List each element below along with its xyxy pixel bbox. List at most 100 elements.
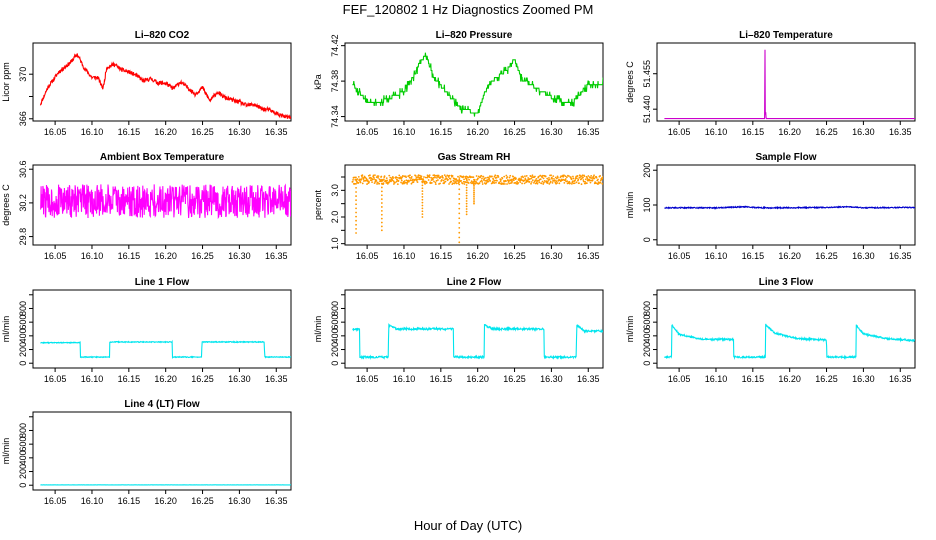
data-point [579, 174, 581, 177]
x-tick-label: 16.10 [705, 374, 728, 384]
data-point [394, 181, 396, 184]
y-tick-label: 0 [642, 237, 652, 242]
data-point [403, 180, 406, 182]
panel-ambient-temp: Ambient Box Temperature degrees C 16.05 16.… [1, 152, 292, 261]
x-tick-label: 16.05 [668, 374, 691, 384]
data-point [551, 181, 554, 184]
data-point [376, 181, 379, 184]
data-point [499, 180, 502, 183]
data-point [508, 176, 511, 179]
panel-co2: Li–820 CO2 Licor ppm 16.05 16.10 16.15 16.20 1… [1, 30, 292, 137]
data-point [408, 180, 410, 183]
data-point [582, 176, 584, 179]
data-point [481, 181, 484, 183]
y-tick-label: 0 [642, 361, 652, 366]
data-point [361, 182, 364, 185]
data-point [373, 182, 376, 184]
data-point [572, 175, 574, 178]
data-point [481, 177, 483, 180]
data-point [491, 175, 493, 178]
y-tick-label: 800 [642, 301, 652, 316]
x-tick-label: 16.30 [852, 251, 875, 261]
y-axis-label: kPa [313, 74, 323, 90]
data-point [568, 180, 571, 183]
data-point [554, 179, 556, 182]
data-point [448, 183, 450, 185]
data-point [425, 181, 428, 184]
data-point [454, 180, 457, 183]
data-point [428, 176, 431, 179]
data-point [558, 182, 561, 185]
data-point [421, 184, 424, 187]
data-point [371, 178, 374, 181]
data-point [374, 174, 376, 177]
data-point [495, 181, 497, 184]
x-tick-label: 16.35 [265, 251, 288, 261]
data-point [546, 180, 549, 183]
panel-line3: Line 3 Flow ml/min 16.05 16.10 16.15 16.20 16.… [625, 277, 916, 384]
data-point [366, 183, 368, 185]
plot-frame [32, 289, 292, 369]
y-tick-label: 400 [18, 328, 28, 343]
data-point [443, 174, 446, 177]
data-point [538, 181, 541, 184]
data-point [463, 183, 466, 185]
x-tick-label: 16.35 [577, 127, 600, 137]
data-point [534, 175, 536, 178]
data-point [575, 177, 578, 180]
data-point [421, 187, 424, 190]
data-point [536, 182, 539, 185]
data-point [386, 179, 389, 182]
data-point [440, 179, 443, 181]
series-line-temperature [664, 49, 915, 120]
plot-frame [344, 289, 604, 369]
data-point [424, 176, 427, 179]
x-tick-label: 16.05 [44, 127, 67, 137]
data-layer [664, 323, 915, 360]
data-point [537, 175, 540, 178]
data-point [389, 176, 392, 179]
data-point [398, 174, 401, 177]
panel-title: Li–820 Pressure [436, 30, 513, 41]
data-layer [664, 49, 915, 120]
data-point [444, 175, 447, 178]
data-point [458, 231, 461, 234]
data-point [570, 178, 573, 181]
data-point [419, 174, 421, 177]
data-point [556, 182, 559, 184]
data-point [355, 191, 357, 193]
x-tick-label: 16.35 [577, 374, 600, 384]
data-point [409, 174, 411, 177]
data-point [361, 176, 363, 178]
data-point [494, 174, 497, 177]
data-point [409, 179, 412, 181]
x-tick-label: 16.15 [430, 251, 453, 261]
data-point [353, 176, 356, 179]
x-tick-label: 16.30 [852, 374, 875, 384]
data-point [473, 202, 475, 205]
y-tick-label: 200 [330, 342, 340, 357]
data-point [578, 182, 580, 185]
x-tick-label: 16.20 [778, 127, 801, 137]
data-point [521, 182, 523, 185]
data-point [473, 180, 475, 183]
data-point [458, 212, 461, 215]
data-point [487, 178, 489, 181]
data-point [473, 199, 475, 201]
data-point [562, 175, 565, 178]
data-point [458, 198, 461, 200]
data-point [492, 178, 495, 181]
data-point [437, 179, 439, 181]
data-point [506, 176, 509, 178]
data-point [467, 182, 470, 184]
data-point [465, 192, 468, 194]
data-point [572, 177, 575, 180]
x-tick-label: 16.10 [81, 374, 104, 384]
data-point [468, 178, 470, 181]
data-point [408, 176, 411, 179]
data-point [563, 181, 566, 184]
data-point [380, 186, 383, 189]
y-axis-label: ml/min [1, 316, 11, 343]
data-point [485, 176, 487, 179]
data-point [472, 176, 475, 179]
